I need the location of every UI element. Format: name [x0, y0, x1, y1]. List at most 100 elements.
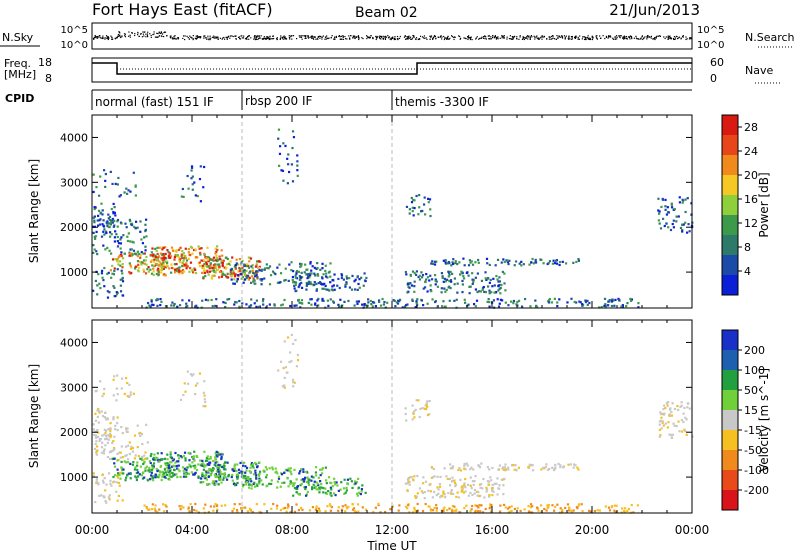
echo-cell: [244, 471, 247, 474]
noise-sample: [529, 37, 531, 39]
noise-sample: [646, 36, 648, 38]
echo-cell: [124, 479, 127, 482]
echo-cell: [298, 470, 302, 473]
echo-cell: [415, 495, 418, 498]
echo-cell: [217, 263, 221, 266]
noise-sample: [223, 36, 225, 39]
echo-cell: [502, 484, 505, 487]
echo-cell: [258, 478, 261, 482]
echo-cell: [134, 184, 137, 187]
echo-cell: [122, 234, 125, 237]
echo-cell: [198, 177, 202, 181]
echo-cell: [444, 280, 447, 283]
echo-cell: [276, 486, 279, 489]
echo-cell: [319, 488, 322, 491]
noise-sample: [355, 36, 358, 38]
echo-cell: [501, 299, 504, 302]
noise-sample: [377, 35, 379, 38]
echo-cell: [604, 303, 607, 306]
echo-cell: [263, 268, 266, 271]
noise-sample: [531, 36, 533, 38]
echo-cell: [124, 476, 128, 479]
noise-sample: [490, 36, 492, 38]
echo-cell: [475, 504, 479, 508]
echo-cell: [158, 460, 161, 463]
echo-cell: [250, 487, 253, 490]
noise-sample: [387, 37, 390, 39]
echo-cell: [219, 270, 223, 273]
echo-cell: [547, 503, 550, 507]
echo-cell: [182, 454, 186, 458]
echo-cell: [534, 260, 537, 263]
noise-sample: [241, 35, 243, 37]
echo-cell: [95, 478, 98, 481]
echo-cell: [443, 277, 446, 280]
echo-cell: [204, 477, 207, 480]
echo-cell: [219, 463, 222, 467]
echo-cell: [200, 259, 203, 262]
echo-cell: [252, 473, 256, 476]
noise-sample: [443, 35, 445, 38]
echo-cell: [131, 253, 134, 256]
echo-cell: [415, 300, 418, 303]
echo-cell: [662, 424, 665, 427]
echo-cell: [181, 256, 184, 260]
echo-cell: [680, 404, 683, 407]
echo-cell: [451, 466, 454, 469]
echo-cell: [149, 478, 152, 481]
echo-cell: [314, 274, 317, 277]
echo-cell: [209, 468, 212, 471]
echo-cell: [463, 467, 466, 470]
echo-cell: [156, 304, 159, 307]
echo-cell: [462, 257, 465, 260]
noise-sample: [615, 35, 618, 37]
echo-cell: [174, 249, 177, 253]
echo-cell: [285, 510, 288, 513]
noise-sample: [99, 35, 101, 37]
noise-sample: [421, 36, 424, 38]
echo-cell: [420, 299, 424, 302]
echo-cell: [96, 219, 99, 222]
echo-cell: [467, 483, 470, 486]
echo-cell: [291, 482, 294, 485]
noise-sample: [171, 37, 173, 39]
echo-cell: [205, 456, 209, 460]
echo-cell: [291, 278, 294, 282]
echo-cell: [558, 298, 561, 301]
echo-cell: [219, 471, 222, 474]
echo-cell: [172, 304, 176, 307]
echo-cell: [598, 306, 601, 309]
echo-cell: [142, 252, 145, 255]
echo-cell: [315, 289, 318, 292]
echo-cell: [114, 294, 117, 298]
echo-cell: [467, 303, 470, 306]
echo-cell: [217, 466, 220, 469]
noise-sample: [291, 38, 293, 40]
echo-cell: [499, 504, 502, 507]
echo-cell: [109, 435, 112, 439]
noise-sample: [341, 38, 343, 40]
echo-cell: [292, 385, 295, 388]
noise-sample: [234, 35, 236, 37]
echo-cell: [286, 182, 289, 185]
echo-cell: [554, 463, 557, 467]
echo-cell: [202, 186, 205, 189]
echo-cell: [309, 262, 312, 265]
echo-cell: [291, 180, 295, 183]
echo-cell: [322, 273, 325, 276]
echo-cell: [407, 282, 410, 285]
noise-sample: [314, 36, 316, 38]
echo-cell: [136, 445, 139, 449]
echo-cell: [267, 267, 270, 270]
echo-cell: [307, 282, 310, 286]
echo-cell: [207, 475, 210, 478]
noise-sample: [424, 37, 426, 39]
echo-cell: [128, 252, 131, 255]
echo-cell: [203, 252, 206, 255]
echo-cell: [540, 468, 543, 471]
echo-cell: [94, 419, 97, 422]
echo-cell: [119, 290, 123, 293]
noise-sample: [200, 36, 202, 38]
echo-cell: [218, 266, 221, 269]
